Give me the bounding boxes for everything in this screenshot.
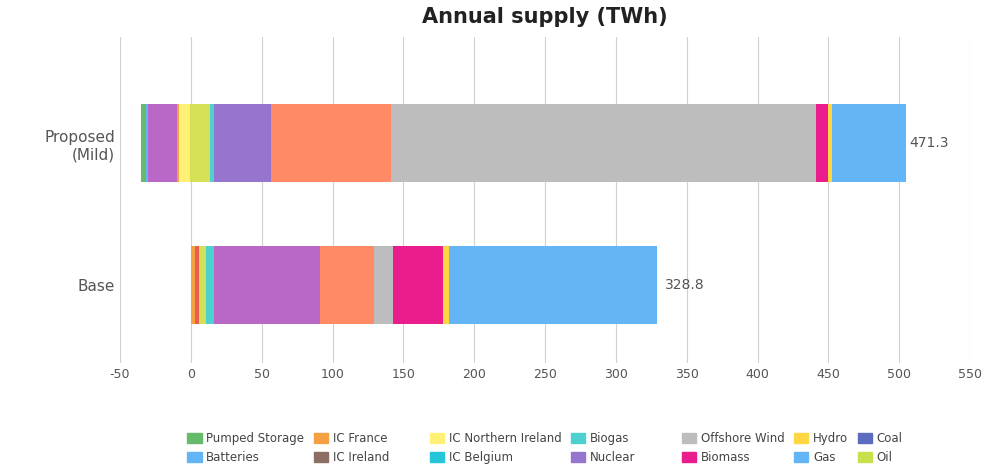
Text: 471.3: 471.3 [909, 136, 949, 150]
Bar [146, 105, 148, 182]
Bar [214, 105, 271, 182]
Bar [148, 105, 177, 182]
Bar [443, 246, 449, 324]
Bar [190, 105, 210, 182]
Bar [177, 105, 179, 182]
Bar [214, 246, 320, 324]
Legend: Pumped Storage, Batteries, Compressed Air, IC France, IC Ireland, IC Netherlands: Pumped Storage, Batteries, Compressed Ai… [183, 427, 907, 465]
Bar [271, 105, 391, 182]
Bar [393, 246, 443, 324]
Bar [199, 246, 206, 324]
Bar [449, 246, 657, 324]
Bar [832, 105, 906, 182]
Bar [391, 105, 816, 182]
Bar [141, 105, 146, 182]
Bar [179, 105, 190, 182]
Bar [195, 246, 199, 324]
Bar [816, 105, 828, 182]
Bar [191, 246, 195, 324]
Bar [374, 246, 393, 324]
Text: 328.8: 328.8 [665, 278, 705, 292]
Title: Annual supply (TWh): Annual supply (TWh) [422, 7, 668, 27]
Bar [210, 105, 214, 182]
Bar [828, 105, 832, 182]
Bar [206, 246, 214, 324]
Bar [320, 246, 374, 324]
